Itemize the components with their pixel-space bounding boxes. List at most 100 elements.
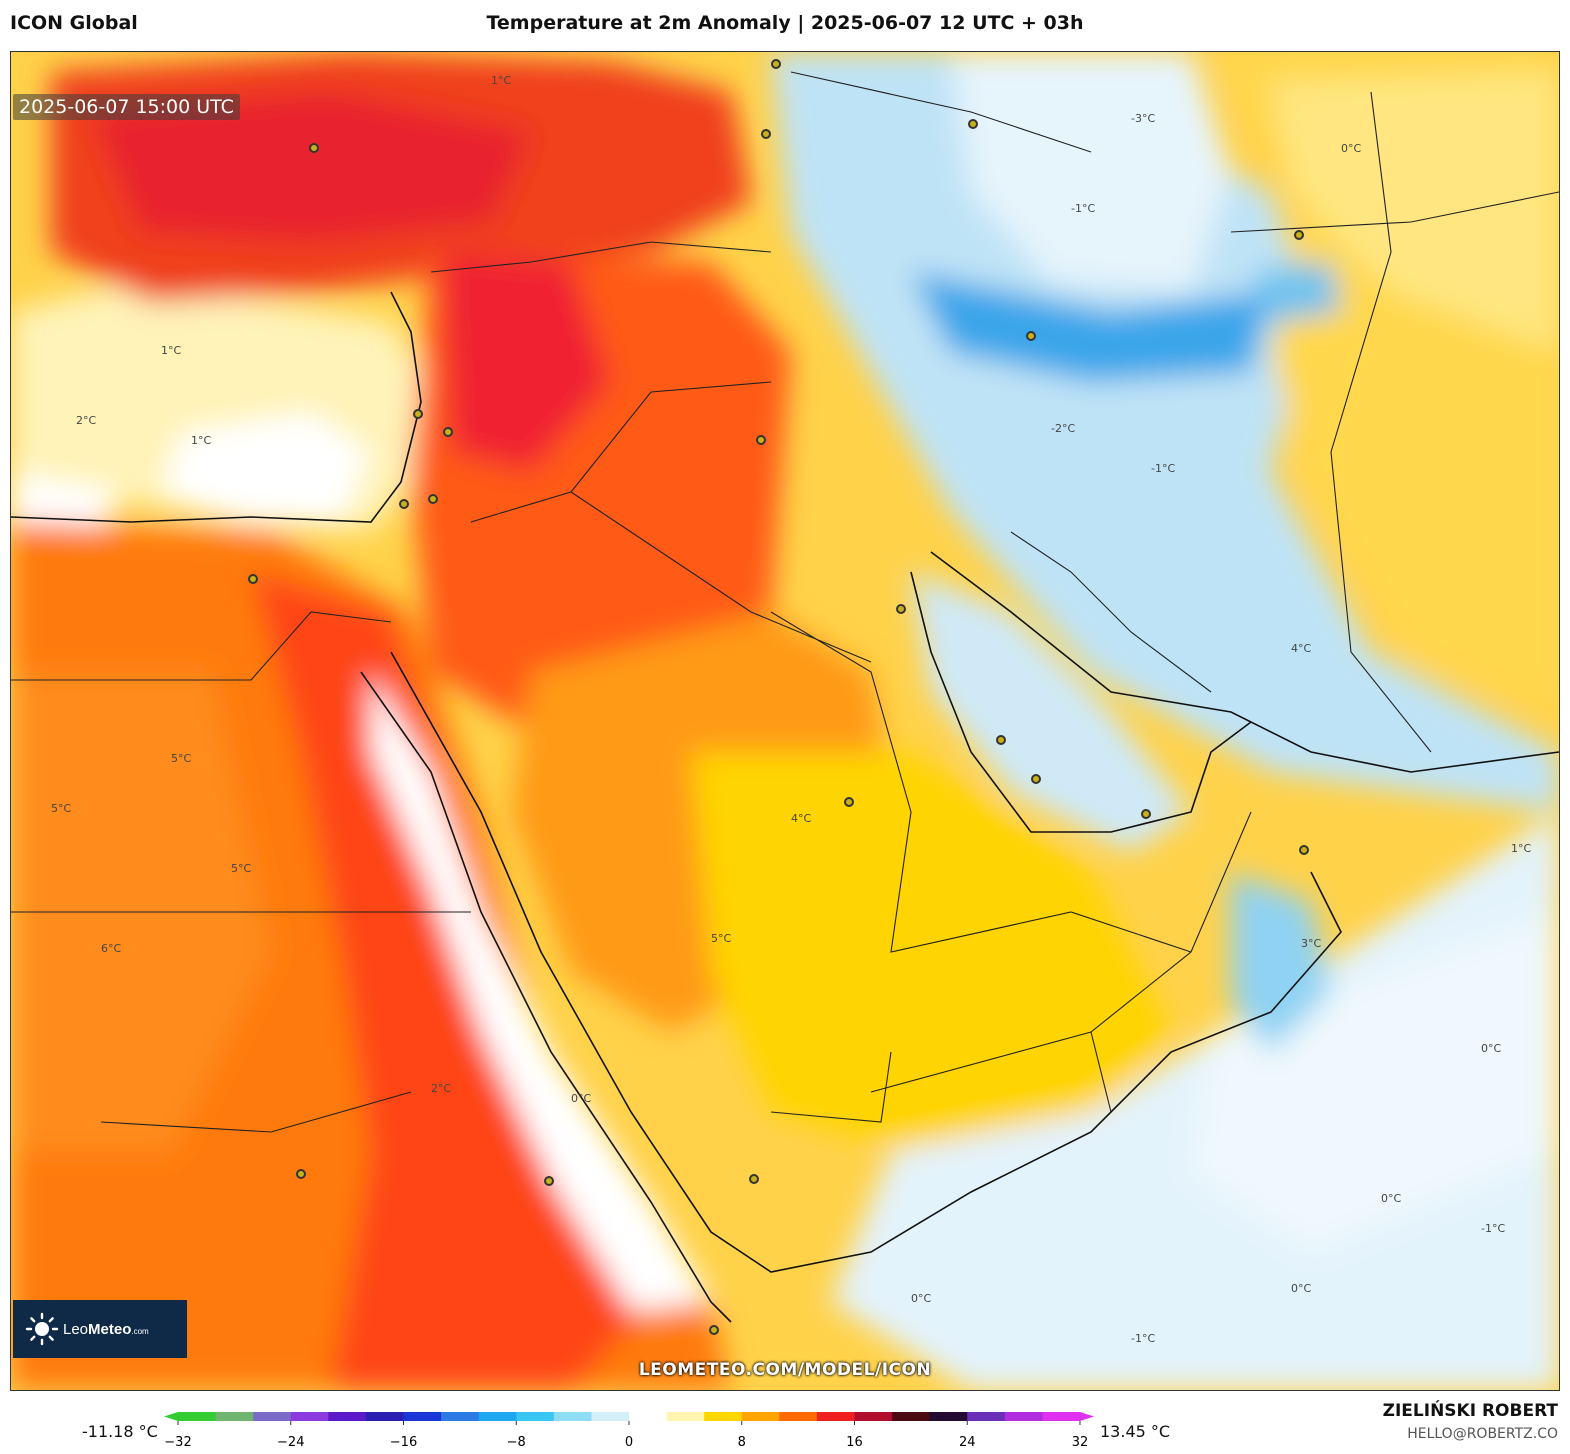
model-url-watermark: LEOMETEO.COM/MODEL/ICON [638, 1360, 932, 1380]
isotherm-label: 5°C [711, 932, 731, 945]
logo-text: LeoMeteo.com [63, 1320, 149, 1338]
colorbar-segment [741, 1412, 780, 1421]
isotherm-label: 4°C [1291, 642, 1311, 655]
isotherm-label: -1°C [1151, 462, 1175, 475]
colorbar-segment [290, 1412, 329, 1421]
author-name: ZIELIŃSKI ROBERT [1382, 1401, 1558, 1421]
isotherm-label: 4°C [791, 812, 811, 825]
isotherm-label: 3°C [1301, 937, 1321, 950]
colorbar-tick-label: 24 [959, 1435, 976, 1450]
colorbar-segment [178, 1412, 217, 1421]
isotherm-label: 2°C [431, 1082, 451, 1095]
colorbar-segment [816, 1412, 855, 1421]
isotherm-label: 5°C [51, 802, 71, 815]
country-borders [11, 71, 1559, 1133]
colorbar-segment [967, 1412, 1006, 1421]
isotherm-label: 0°C [571, 1092, 591, 1105]
isotherm-label: 0°C [1341, 142, 1361, 155]
isotherm-label: -1°C [1131, 1332, 1155, 1345]
valid-time-label: 2025-06-07 15:00 UTC [13, 94, 240, 120]
isotherm-label: -3°C [1131, 112, 1155, 125]
isotherm-label: 6°C [101, 942, 121, 955]
city-marker [749, 1174, 759, 1184]
scale-max-value: 13.45 °C [1100, 1422, 1171, 1441]
city-marker [248, 574, 258, 584]
colorbar-segment [666, 1412, 705, 1421]
city-marker [756, 435, 766, 445]
city-marker [1026, 331, 1036, 341]
colorbar-segment [629, 1412, 668, 1421]
city-marker [771, 59, 781, 69]
isotherm-label: 1°C [1511, 842, 1531, 855]
city-marker [896, 604, 906, 614]
isotherm-label: 0°C [1481, 1042, 1501, 1055]
city-marker [544, 1176, 554, 1186]
color-scale-bar: −32 −24 −16 −8 0 8 16 24 32 [164, 1410, 1094, 1450]
city-marker [1031, 774, 1041, 784]
isotherm-label: 0°C [1291, 1282, 1311, 1295]
colorbar-segment [929, 1412, 968, 1421]
city-marker [413, 409, 423, 419]
isotherm-labels: 1°C 1°C 2°C 1°C 5°C 5°C 5°C 6°C 4°C 5°C … [51, 74, 1531, 1345]
isotherm-label: 5°C [231, 862, 251, 875]
colorbar-segment [892, 1412, 931, 1421]
colorbar-tick-label: −24 [277, 1435, 304, 1450]
city-marker [844, 797, 854, 807]
isotherm-label: -2°C [1051, 422, 1075, 435]
colorbar-segment [516, 1412, 555, 1421]
chart-title: Temperature at 2m Anomaly | 2025-06-07 1… [486, 12, 1084, 34]
isotherm-label: -1°C [1071, 202, 1095, 215]
colorbar-tick-label: −32 [164, 1435, 191, 1450]
colorbar-segment [1004, 1412, 1043, 1421]
model-name: ICON Global [10, 12, 138, 34]
colorbar-segment [1042, 1412, 1081, 1421]
leometeo-logo[interactable]: LeoMeteo.com [13, 1300, 187, 1358]
colorbar-tick-label: −16 [390, 1435, 417, 1450]
city-marker [296, 1169, 306, 1179]
colorbar-min-arrow [164, 1412, 178, 1421]
city-marker [761, 129, 771, 139]
colorbar-tick-label: 8 [738, 1435, 746, 1450]
city-marker [1294, 230, 1304, 240]
isotherm-label: 0°C [911, 1292, 931, 1305]
colorbar-tick-label: −8 [507, 1435, 526, 1450]
isotherm-label: 1°C [161, 344, 181, 357]
colorbar-segment [779, 1412, 818, 1421]
colorbar-segment [215, 1412, 254, 1421]
city-marker [428, 494, 438, 504]
colorbar-segment [328, 1412, 367, 1421]
city-marker [996, 735, 1006, 745]
colorbar-segment [365, 1412, 404, 1421]
colorbar-segment [854, 1412, 893, 1421]
colorbar-graphic: −32 −24 −16 −8 0 8 16 24 32 [164, 1412, 1094, 1450]
colorbar-tick-label: 16 [846, 1435, 863, 1450]
colorbar-segment [591, 1412, 630, 1421]
colorbar-segment [704, 1412, 743, 1421]
city-marker [1141, 809, 1151, 819]
map-canvas: 1°C 1°C 2°C 1°C 5°C 5°C 5°C 6°C 4°C 5°C … [11, 52, 1559, 1390]
city-marker [443, 427, 453, 437]
coastlines [11, 291, 1559, 1323]
isotherm-label: -1°C [1481, 1222, 1505, 1235]
isotherm-label: 1°C [191, 434, 211, 447]
colorbar-segment [253, 1412, 292, 1421]
colorbar-segment [553, 1412, 592, 1421]
isotherm-label: 5°C [171, 752, 191, 765]
city-markers [248, 59, 1309, 1335]
city-marker [709, 1325, 719, 1335]
colorbar-tick-label: 0 [625, 1435, 633, 1450]
colorbar-segment [441, 1412, 480, 1421]
sun-icon [25, 1312, 59, 1346]
anomaly-map[interactable]: 1°C 1°C 2°C 1°C 5°C 5°C 5°C 6°C 4°C 5°C … [10, 51, 1560, 1391]
scale-min-value: -11.18 °C [82, 1422, 158, 1441]
isotherm-label: 0°C [1381, 1192, 1401, 1205]
city-marker [968, 119, 978, 129]
isotherm-label: 1°C [491, 74, 511, 87]
colorbar-tick-label: 32 [1072, 1435, 1089, 1450]
colorbar-segment [478, 1412, 517, 1421]
city-marker [399, 499, 409, 509]
isotherm-label: 2°C [76, 414, 96, 427]
city-marker [1299, 845, 1309, 855]
colorbar-max-arrow [1080, 1412, 1094, 1421]
city-marker [309, 143, 319, 153]
